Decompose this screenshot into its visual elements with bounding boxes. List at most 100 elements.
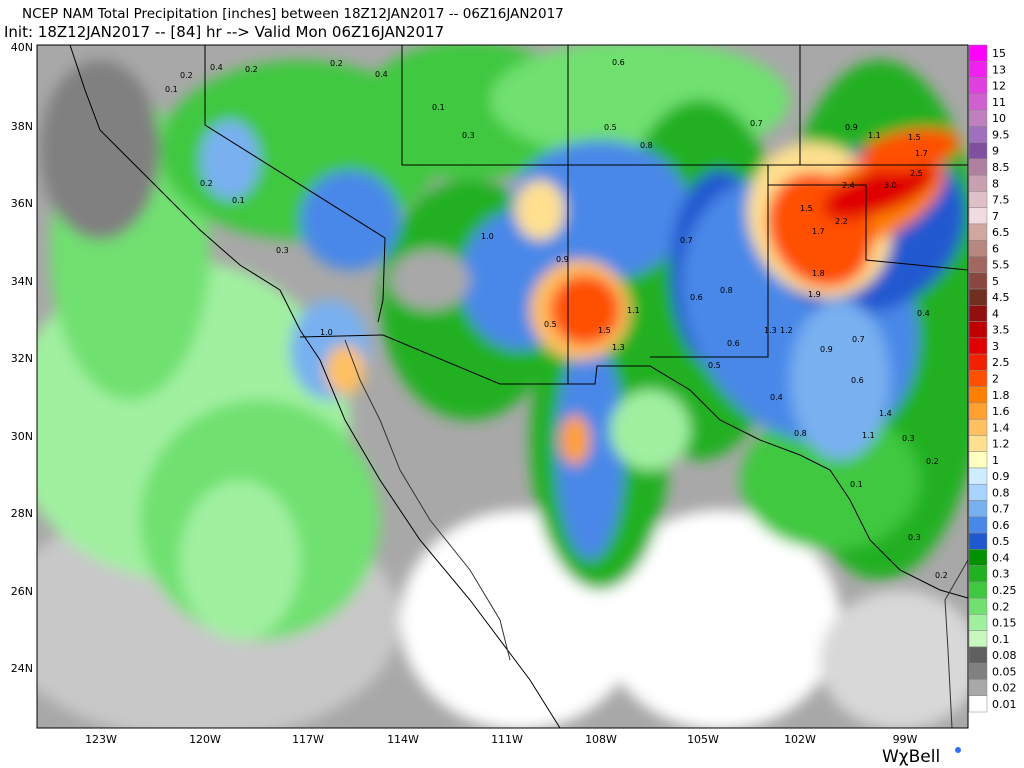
colorbar-label: 0.01 <box>992 698 1017 711</box>
colorbar-label: 5.5 <box>992 259 1010 272</box>
lon-label: 123W <box>85 733 117 746</box>
subtitle: Init: 18Z12JAN2017 -- [84] hr --> Valid … <box>4 23 444 41</box>
precip-field <box>37 45 968 728</box>
colorbar-swatch <box>968 256 988 274</box>
brand-dot <box>955 747 961 753</box>
colorbar-label: 0.1 <box>992 633 1010 646</box>
colorbar-swatch <box>968 435 988 452</box>
value-label: 0.8 <box>794 429 807 438</box>
colorbar-label: 0.7 <box>992 503 1010 516</box>
colorbar-swatch <box>968 646 988 664</box>
colorbar-swatch <box>968 402 988 420</box>
value-labels: 0.20.4 0.20.10.20.40.10.30.50.60.80.7 0.91… <box>165 58 948 580</box>
precip-area <box>300 170 400 270</box>
precip-area <box>823 160 937 220</box>
colorbar-label: 12 <box>992 80 1006 93</box>
value-label: 0.5 <box>544 320 557 329</box>
colorbar-swatch <box>968 695 988 713</box>
value-label: 0.2 <box>926 457 939 466</box>
value-label: 0.7 <box>680 236 693 245</box>
colorbar-label: 4 <box>992 307 999 320</box>
colorbar-label: 8 <box>992 177 999 190</box>
lon-label: 114W <box>387 733 419 746</box>
value-label: 1.0 <box>481 232 494 241</box>
precip-area <box>860 128 960 172</box>
colorbar-label: 0.9 <box>992 470 1010 483</box>
colorbar: 15131211109.598.587.576.565.554.543.532.… <box>968 44 1017 713</box>
colorbar-swatch <box>968 126 988 143</box>
colorbar-label: 8.5 <box>992 161 1010 174</box>
brand: WχBell <box>882 747 940 767</box>
colorbar-swatch <box>968 142 988 160</box>
lon-label: 111W <box>491 733 523 746</box>
lat-labels: 40N 38N 36N 34N 32N 30N 28N 26N 24N <box>11 41 33 675</box>
value-label: 0.6 <box>612 58 625 67</box>
value-label: 0.7 <box>750 119 763 128</box>
value-label: 0.1 <box>165 85 178 94</box>
value-label: 0.3 <box>908 533 921 542</box>
value-label: 3.0 <box>884 181 897 190</box>
colorbar-swatch <box>968 191 988 208</box>
colorbar-swatch <box>968 614 988 631</box>
precip-area <box>790 300 890 460</box>
value-label: 2.5 <box>910 169 923 178</box>
value-label: 2.4 <box>842 181 855 190</box>
colorbar-label: 0.6 <box>992 519 1010 532</box>
colorbar-swatch <box>968 549 988 566</box>
value-label: 0.8 <box>720 286 733 295</box>
colorbar-swatch <box>968 337 988 355</box>
precip-area <box>515 180 565 240</box>
value-label: 0.2 <box>180 71 193 80</box>
value-label: 0.1 <box>232 196 245 205</box>
borders <box>69 45 968 728</box>
precip-area <box>555 340 625 560</box>
colorbar-swatch <box>968 353 988 371</box>
map: 0.20.4 0.20.10.20.40.10.30.50.60.80.7 0.91… <box>37 45 968 728</box>
colorbar-swatch <box>968 500 988 518</box>
value-label: 2.2 <box>835 217 848 226</box>
precip-area <box>390 250 470 310</box>
value-label: 1.7 <box>812 227 825 236</box>
colorbar-label: 15 <box>992 47 1006 60</box>
value-label: 1.3 <box>612 343 625 352</box>
colorbar-swatch <box>968 321 988 339</box>
colorbar-swatch <box>968 581 988 599</box>
colorbar-swatch <box>968 239 988 257</box>
value-label: 0.4 <box>770 393 783 402</box>
colorbar-swatch <box>968 109 988 127</box>
colorbar-swatch <box>968 272 988 290</box>
precip-area <box>560 415 590 465</box>
value-label: 0.9 <box>845 123 858 132</box>
colorbar-label: 1.6 <box>992 405 1010 418</box>
colorbar-label: 1.4 <box>992 421 1010 434</box>
colorbar-label: 0.08 <box>992 649 1017 662</box>
lat-label: 30N <box>11 430 33 443</box>
lat-label: 38N <box>11 120 33 133</box>
value-label: 0.2 <box>935 571 948 580</box>
value-label: 1.0 <box>320 328 333 337</box>
value-label: 0.4 <box>375 70 388 79</box>
value-label: 0.4 <box>210 63 223 72</box>
value-label: 1.5 <box>800 204 813 213</box>
colorbar-label: 5 <box>992 275 999 288</box>
colorbar-swatch <box>968 223 988 241</box>
colorbar-swatch <box>968 451 988 469</box>
colorbar-swatch <box>968 77 988 95</box>
value-label: 1.5 <box>908 133 921 142</box>
value-label: 0.1 <box>850 480 863 489</box>
colorbar-label: 6.5 <box>992 226 1010 239</box>
value-label: 0.1 <box>432 103 445 112</box>
colorbar-label: 1.8 <box>992 389 1010 402</box>
precip-area <box>740 410 920 550</box>
title: NCEP NAM Total Precipitation [inches] be… <box>22 6 564 22</box>
value-label: 0.6 <box>851 376 864 385</box>
value-label: 0.5 <box>708 361 721 370</box>
colorbar-swatch <box>968 662 988 680</box>
value-label: 0.2 <box>200 179 213 188</box>
colorbar-label: 0.02 <box>992 682 1017 695</box>
colorbar-swatch <box>968 174 988 192</box>
colorbar-swatch <box>968 207 988 225</box>
lon-label: 108W <box>585 733 617 746</box>
value-label: 1.5 <box>598 326 611 335</box>
